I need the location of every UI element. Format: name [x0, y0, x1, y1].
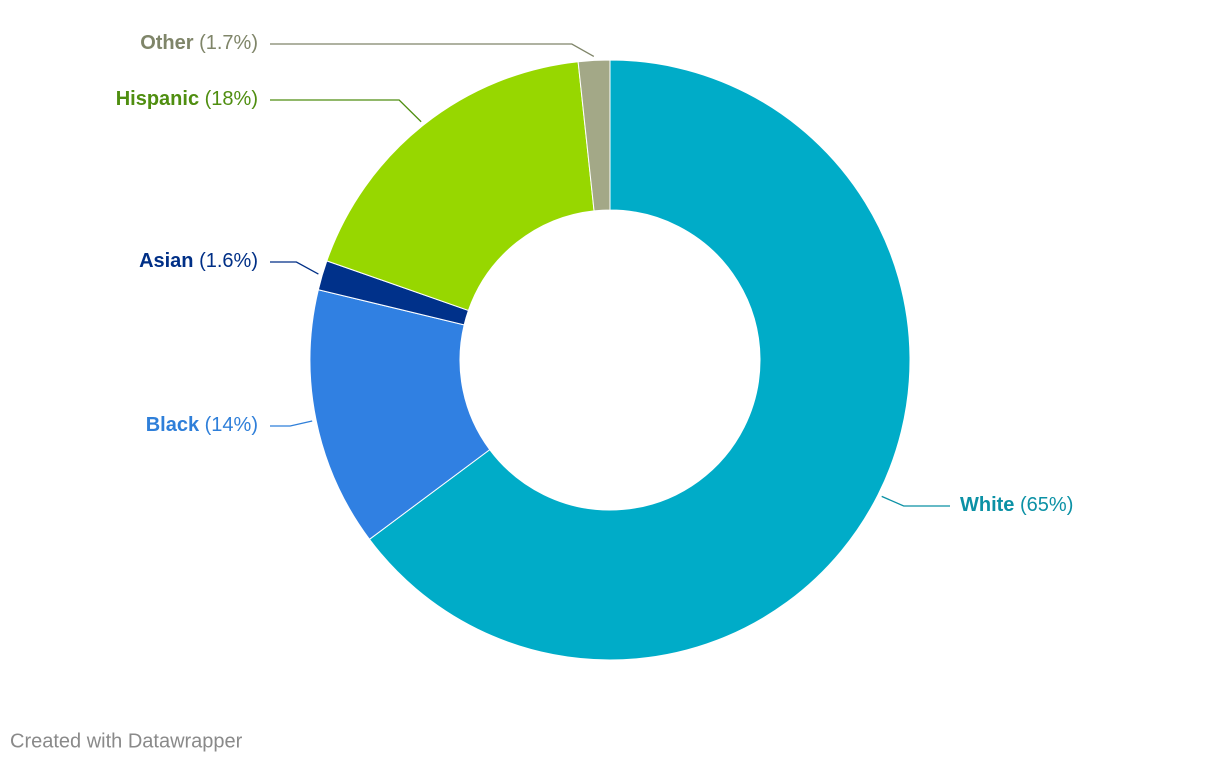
leader-line: [270, 99, 422, 123]
leader-line: [270, 261, 319, 275]
value-label: (1.7%): [199, 32, 258, 54]
value-label: (14%): [205, 414, 258, 436]
slice: [577, 59, 611, 212]
slice: [368, 59, 911, 661]
category-name: Hispanic: [116, 88, 199, 110]
value-label: (65%): [1020, 494, 1073, 516]
slice-label: Black (14%): [146, 414, 258, 436]
slice-label: Other (1.7%): [140, 32, 258, 54]
slice-label: Asian (1.6%): [139, 250, 258, 272]
category-name: Asian: [139, 250, 193, 272]
leader-line: [881, 495, 950, 507]
slice-label: White (65%): [960, 494, 1073, 516]
category-name: White: [960, 494, 1014, 516]
category-name: Other: [140, 32, 194, 54]
value-label: (18%): [205, 88, 258, 110]
slice: [326, 61, 595, 312]
leader-line: [270, 43, 595, 57]
slice: [309, 289, 491, 540]
value-label: (1.6%): [199, 250, 258, 272]
footer: Created with Datawrapper: [10, 730, 243, 752]
leader-line: [270, 420, 313, 427]
category-name: Black: [146, 414, 200, 436]
slice-label: Hispanic (18%): [116, 88, 258, 110]
